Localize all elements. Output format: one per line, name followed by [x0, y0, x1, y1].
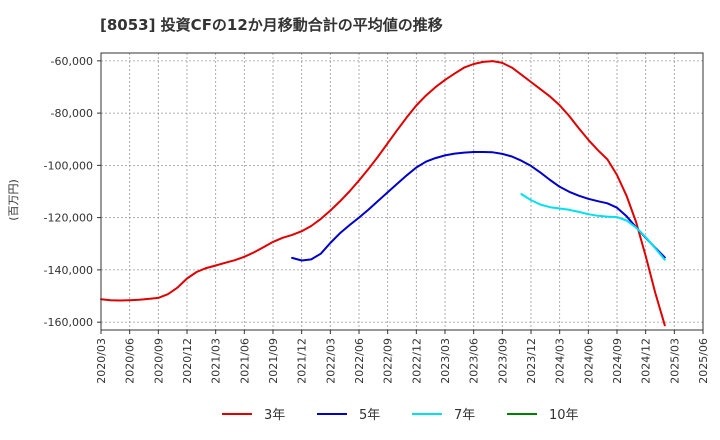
- y-tick-layer: -60,000 -80,000 -100,000 -120,000 -140,000 -1…: [44, 55, 101, 329]
- x-tick-label: 2020/09: [152, 338, 165, 384]
- x-tick-label: 2022/06: [353, 338, 366, 384]
- x-tick-label: 2023/06: [468, 338, 481, 384]
- series-line-1: [291, 151, 666, 262]
- x-tick-label: 2021/06: [238, 338, 251, 384]
- y-tick-label: -60,000: [51, 55, 93, 68]
- x-tick-label: 2022/12: [410, 338, 423, 384]
- x-tick-label: 2020/03: [95, 338, 108, 384]
- legend-label-0: 3年: [264, 408, 285, 423]
- legend: 3年 5年 7年 10年: [222, 408, 579, 423]
- y-tick-label: -140,000: [44, 264, 93, 277]
- x-tick-label: 2021/09: [267, 338, 280, 384]
- x-tick-label: 2024/06: [582, 338, 595, 384]
- grid-layer: [100, 53, 704, 330]
- series-line-0: [100, 60, 666, 327]
- y-axis-label: (百万円): [7, 179, 20, 221]
- legend-label-3: 10年: [549, 408, 579, 423]
- legend-label-2: 7年: [454, 408, 475, 423]
- x-tick-label: 2021/12: [296, 338, 309, 384]
- legend-label-1: 5年: [359, 408, 380, 423]
- x-tick-label: 2020/06: [124, 338, 137, 384]
- x-tick-label: 2021/03: [210, 338, 223, 384]
- x-tick-label: 2020/12: [181, 338, 194, 384]
- x-tick-label: 2023/12: [525, 338, 538, 384]
- x-tick-label: 2023/09: [496, 338, 509, 384]
- y-tick-label: -120,000: [44, 212, 93, 225]
- series-line-2: [520, 193, 666, 261]
- x-tick-label: 2024/03: [554, 338, 567, 384]
- chart-title: [8053] 投資CFの12か月移動合計の平均値の推移: [100, 16, 443, 34]
- y-tick-label: -100,000: [44, 159, 93, 172]
- x-tick-label: 2022/03: [324, 338, 337, 384]
- x-tick-layer: 2020/03 2020/06 2020/09 2020/12 2021/03 2021/…: [95, 330, 710, 384]
- x-tick-label: 2024/12: [640, 338, 653, 384]
- series-layer: [100, 60, 666, 327]
- x-tick-label: 2023/03: [439, 338, 452, 384]
- y-tick-label: -160,000: [44, 316, 93, 329]
- plot-frame: [100, 52, 704, 331]
- x-tick-label: 2022/09: [382, 338, 395, 384]
- x-tick-label: 2025/03: [668, 338, 681, 384]
- y-tick-label: -80,000: [51, 107, 93, 120]
- x-tick-label: 2024/09: [611, 338, 624, 384]
- x-tick-label: 2025/06: [697, 338, 710, 384]
